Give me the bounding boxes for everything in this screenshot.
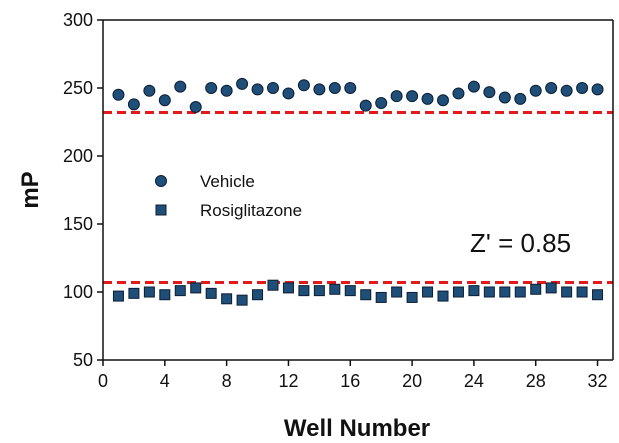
x-tick-label: 0: [98, 371, 108, 391]
y-tick-label: 150: [63, 214, 93, 234]
vehicle-point: [143, 84, 156, 97]
rosiglitazone-point: [576, 286, 588, 298]
rosiglitazone-point: [360, 289, 372, 301]
vehicle-point: [483, 86, 496, 99]
rosiglitazone-point: [468, 285, 480, 297]
vehicle-point: [220, 84, 233, 97]
y-axis-title: mP: [17, 171, 44, 208]
rosiglitazone-point: [406, 291, 418, 303]
rosiglitazone-point: [452, 286, 464, 298]
vehicle-point: [267, 82, 279, 94]
vehicle-point: [467, 80, 480, 93]
x-tick-label: 24: [464, 371, 484, 391]
rosiglitazone-point: [313, 285, 325, 297]
vehicle-point: [205, 82, 218, 94]
legend: Vehicle Rosiglitazone: [155, 172, 302, 220]
rosiglitazone-point: [545, 282, 557, 294]
vehicle-point: [359, 99, 372, 112]
x-axis-title: Well Number: [284, 415, 430, 442]
legend-rosiglitazone-marker: [155, 204, 167, 216]
vehicle-point: [545, 82, 558, 94]
rosiglitazone-point: [236, 294, 248, 306]
axis-ticks: 0 4 8 12 16 20 24 28 32 50 100 150 200 250 300: [63, 10, 608, 391]
data-points: [112, 77, 604, 306]
rosiglitazone-point: [329, 283, 341, 295]
x-tick-label: 16: [340, 371, 360, 391]
vehicle-point: [498, 91, 511, 104]
rosiglitazone-point: [483, 286, 495, 298]
vehicle-point: [529, 84, 542, 97]
vehicle-point: [282, 87, 295, 100]
y-tick-label: 50: [73, 350, 93, 370]
vehicle-point: [158, 94, 171, 107]
vehicle-point: [437, 94, 449, 107]
vehicle-point: [576, 82, 589, 94]
legend-vehicle-label: Vehicle: [200, 172, 255, 191]
rosiglitazone-point: [221, 293, 233, 305]
legend-rosiglitazone-label: Rosiglitazone: [200, 201, 302, 220]
rosiglitazone-point: [159, 289, 171, 301]
rosiglitazone-point: [499, 286, 511, 298]
legend-vehicle-marker: [155, 175, 167, 187]
rosiglitazone-point: [190, 282, 202, 294]
rosiglitazone-point: [437, 290, 449, 302]
rosiglitazone-point: [112, 290, 124, 302]
vehicle-point: [328, 82, 341, 94]
vehicle-point: [112, 88, 125, 101]
rosiglitazone-point: [267, 279, 279, 291]
vehicle-point: [251, 83, 264, 96]
rosiglitazone-point: [592, 289, 604, 301]
x-tick-label: 12: [278, 371, 298, 391]
y-tick-label: 250: [63, 78, 93, 98]
vehicle-point: [344, 82, 357, 94]
rosiglitazone-point: [143, 286, 155, 298]
x-tick-label: 20: [402, 371, 422, 391]
vehicle-point: [297, 79, 310, 92]
rosiglitazone-point: [252, 289, 264, 301]
threshold-lines: [103, 110, 613, 284]
rosiglitazone-point: [174, 285, 186, 297]
vehicle-point: [514, 92, 527, 105]
vehicle-point: [406, 90, 419, 103]
rosiglitazone-point: [375, 291, 387, 303]
x-tick-label: 8: [222, 371, 232, 391]
x-tick-label: 28: [526, 371, 546, 391]
x-tick-label: 4: [160, 371, 170, 391]
vehicle-point: [189, 101, 202, 114]
axes: [102, 19, 614, 361]
rosiglitazone-point: [514, 286, 526, 298]
vehicle-point: [421, 92, 434, 105]
rosiglitazone-point: [205, 287, 217, 299]
vehicle-point: [452, 87, 465, 100]
vehicle-point: [560, 84, 573, 97]
vehicle-point: [174, 80, 187, 93]
vehicle-point: [127, 98, 140, 111]
z-prime-annotation: Z' = 0.85: [470, 228, 571, 258]
rosiglitazone-point: [128, 287, 140, 299]
rosiglitazone-point: [530, 283, 542, 295]
y-tick-label: 100: [63, 282, 93, 302]
y-tick-label: 200: [63, 146, 93, 166]
rosiglitazone-point: [561, 286, 573, 298]
vehicle-point: [591, 83, 604, 96]
rosiglitazone-point: [344, 285, 356, 297]
vehicle-point: [375, 96, 388, 109]
y-tick-label: 300: [63, 10, 93, 30]
vehicle-point: [236, 77, 249, 90]
rosiglitazone-point: [282, 282, 294, 294]
rosiglitazone-point: [422, 286, 434, 298]
rosiglitazone-point: [298, 285, 310, 297]
x-tick-label: 32: [588, 371, 608, 391]
vehicle-point: [390, 90, 403, 103]
rosiglitazone-point: [391, 286, 403, 298]
vehicle-point: [313, 83, 326, 96]
